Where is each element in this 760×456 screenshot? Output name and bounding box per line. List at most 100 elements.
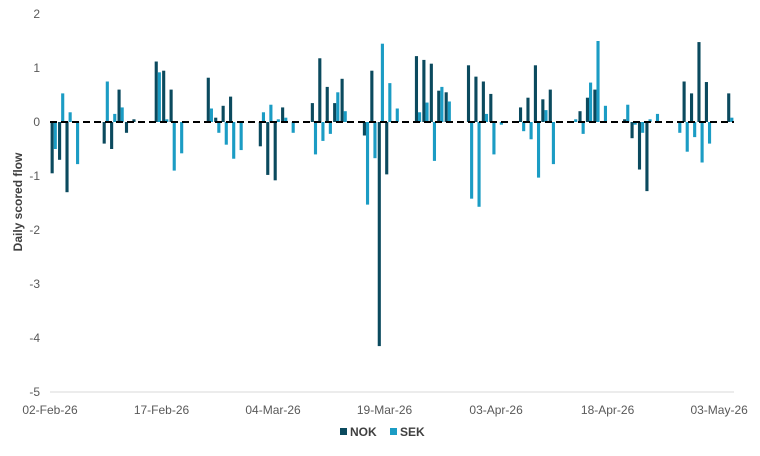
bar-sek: [313, 122, 318, 155]
bar-sek: [68, 112, 72, 122]
bar-sek: [678, 122, 682, 133]
bar-sek: [76, 122, 80, 165]
bar-sek: [373, 122, 377, 159]
x-tick-label: 04-Mar-26: [245, 403, 301, 417]
bar-sek: [105, 81, 109, 122]
y-tick-label: 2: [33, 7, 40, 21]
bar-nok: [533, 65, 537, 122]
bar-sek: [321, 122, 325, 141]
bar-sek: [470, 122, 474, 199]
y-tick-label: -2: [29, 223, 40, 237]
bar-sek: [365, 122, 370, 205]
bar-sek: [336, 92, 340, 122]
bar-sek: [209, 108, 213, 122]
bar-sek: [53, 122, 57, 149]
x-tick-label: 17-Feb-26: [134, 403, 190, 417]
bars: [50, 41, 734, 347]
bar-nok: [481, 81, 485, 122]
bar-nok: [518, 107, 523, 122]
x-tick-label: 03-May-26: [690, 403, 748, 417]
bar-nok: [124, 122, 129, 133]
bar-sek: [388, 83, 392, 122]
bar-nok: [630, 122, 634, 139]
y-tick-label: -3: [29, 277, 40, 291]
bar-sek: [380, 43, 384, 123]
bar-sek: [589, 82, 593, 122]
bar-nok: [548, 89, 552, 122]
bar-sek: [536, 122, 541, 178]
bar-nok: [310, 103, 314, 122]
bar-nok: [682, 81, 686, 122]
bar-nok: [697, 42, 701, 122]
x-tick-label: 19-Mar-26: [357, 403, 413, 417]
bar-sek: [707, 122, 712, 144]
bar-sek: [425, 102, 429, 122]
bar-nok: [377, 122, 381, 347]
bar-nok: [422, 59, 426, 122]
bar-nok: [132, 119, 136, 122]
bar-nok: [273, 122, 277, 181]
bar-sek: [440, 86, 444, 122]
bar-nok: [704, 82, 708, 122]
bar-nok: [206, 77, 210, 122]
bar-nok: [117, 89, 121, 122]
bar-sek: [633, 122, 637, 125]
bar-nok: [541, 99, 545, 122]
bar-nok: [444, 92, 448, 122]
bar-nok: [102, 122, 106, 144]
bar-nok: [258, 122, 262, 147]
x-axis-ticks: 02-Feb-26 17-Feb-26 04-Mar-26 19-Mar-26 03-A…: [22, 403, 748, 417]
legend-swatch-nok: [340, 428, 347, 435]
bar-nok: [221, 105, 225, 122]
bar-sek: [492, 122, 496, 155]
bar-nok: [637, 122, 642, 170]
bar-sek: [477, 122, 481, 207]
bar-sek: [529, 122, 533, 140]
bar-sek: [61, 93, 65, 122]
bar-sek: [113, 113, 117, 122]
bar-nok: [585, 97, 590, 122]
bar-sek: [269, 104, 273, 122]
bar-sek: [165, 119, 169, 122]
bar-nok: [489, 93, 493, 122]
bar-sek: [626, 104, 630, 122]
bar-sek: [224, 122, 228, 145]
bar-sek: [700, 122, 704, 163]
bar-nok: [50, 122, 54, 174]
bar-sek: [432, 122, 437, 161]
bar-nok: [593, 89, 597, 122]
bar-sek: [693, 122, 697, 138]
bar-sek: [291, 122, 295, 133]
legend-swatch-sek: [390, 428, 397, 435]
bar-sek: [522, 122, 526, 132]
bar-nok: [340, 78, 344, 122]
y-axis-title: Daily scored flow: [11, 152, 25, 251]
bar-nok: [437, 90, 441, 122]
bar-nok: [474, 76, 478, 122]
y-tick-label: 1: [33, 61, 40, 75]
bar-nok: [466, 65, 471, 122]
bar-sek: [239, 122, 243, 151]
bar-sek: [730, 117, 734, 122]
bar-nok: [370, 70, 374, 122]
bar-nok: [385, 122, 389, 175]
y-axis-ticks: 2 1 0 -1 -2 -3 -4 -5: [29, 7, 40, 399]
bar-sek: [418, 112, 422, 122]
bar-nok: [362, 122, 366, 136]
bar-nok: [281, 107, 285, 122]
bar-nok: [727, 93, 731, 122]
bar-sek: [120, 107, 124, 122]
bar-nok: [333, 103, 337, 122]
bar-nok: [266, 122, 270, 175]
bar-sek: [232, 122, 236, 159]
bar-sek: [261, 112, 266, 122]
bar-sek: [685, 122, 689, 152]
x-tick-label: 03-Apr-26: [469, 403, 523, 417]
x-tick-label: 02-Feb-26: [22, 403, 78, 417]
bar-sek: [180, 122, 184, 154]
bar-sek: [172, 122, 176, 171]
bar-nok: [65, 122, 69, 193]
legend: NOK SEK: [340, 425, 425, 439]
bar-sek: [581, 122, 585, 134]
